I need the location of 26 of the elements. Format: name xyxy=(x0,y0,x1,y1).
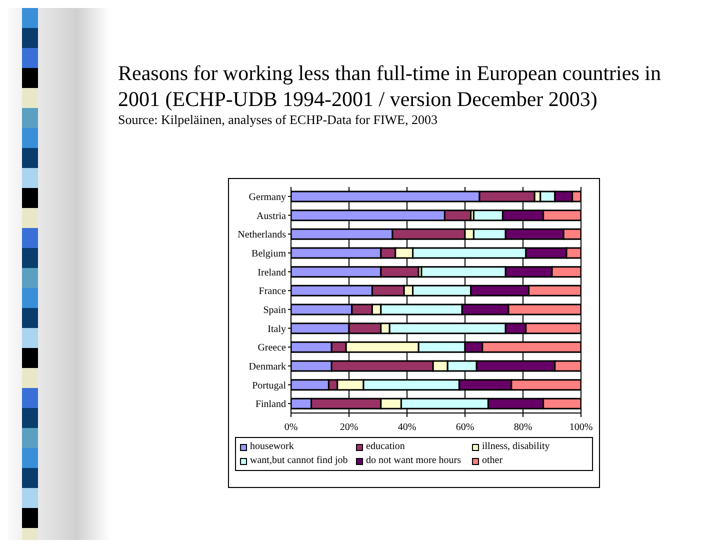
y-tick-label: Ireland xyxy=(258,267,286,278)
legend-label: illness, disability xyxy=(482,440,550,454)
legend-label: housework xyxy=(250,440,294,454)
y-tick-label: Netherlands xyxy=(238,230,286,241)
x-tick-label: 100% xyxy=(569,422,593,434)
x-tick-label: 60% xyxy=(456,422,474,434)
legend-label: education xyxy=(366,440,405,454)
chart-title: Reasons for working less than full-time in European countries in 2001 (ECHP-UDB 1994-2001 / version December 2003) xyxy=(118,60,662,112)
y-tick-label: Italy xyxy=(268,324,286,335)
y-tick-label: Austria xyxy=(256,210,287,222)
legend-label: want,but cannot find job xyxy=(250,454,348,468)
y-tick-label: Portugal xyxy=(252,380,286,392)
y-tick-label: Greece xyxy=(258,342,287,354)
y-tick-label: France xyxy=(258,286,287,298)
y-tick-label: Belgium xyxy=(252,248,286,260)
x-tick-label: 80% xyxy=(514,422,532,434)
legend-label: do not want more hours xyxy=(366,454,461,468)
x-tick-label: 0% xyxy=(284,422,298,434)
y-tick-label: Denmark xyxy=(248,361,286,372)
source-note: Source: Kilpeläinen, analyses of ECHP-Data for FIWE, 2003 xyxy=(118,112,439,128)
x-tick-label: 20% xyxy=(340,422,358,434)
y-tick-label: Germany xyxy=(248,192,286,203)
legend-label: other xyxy=(482,454,503,468)
y-tick-label: Spain xyxy=(263,304,286,316)
y-tick-label: Finland xyxy=(255,399,286,410)
x-tick-label: 40% xyxy=(398,422,416,434)
